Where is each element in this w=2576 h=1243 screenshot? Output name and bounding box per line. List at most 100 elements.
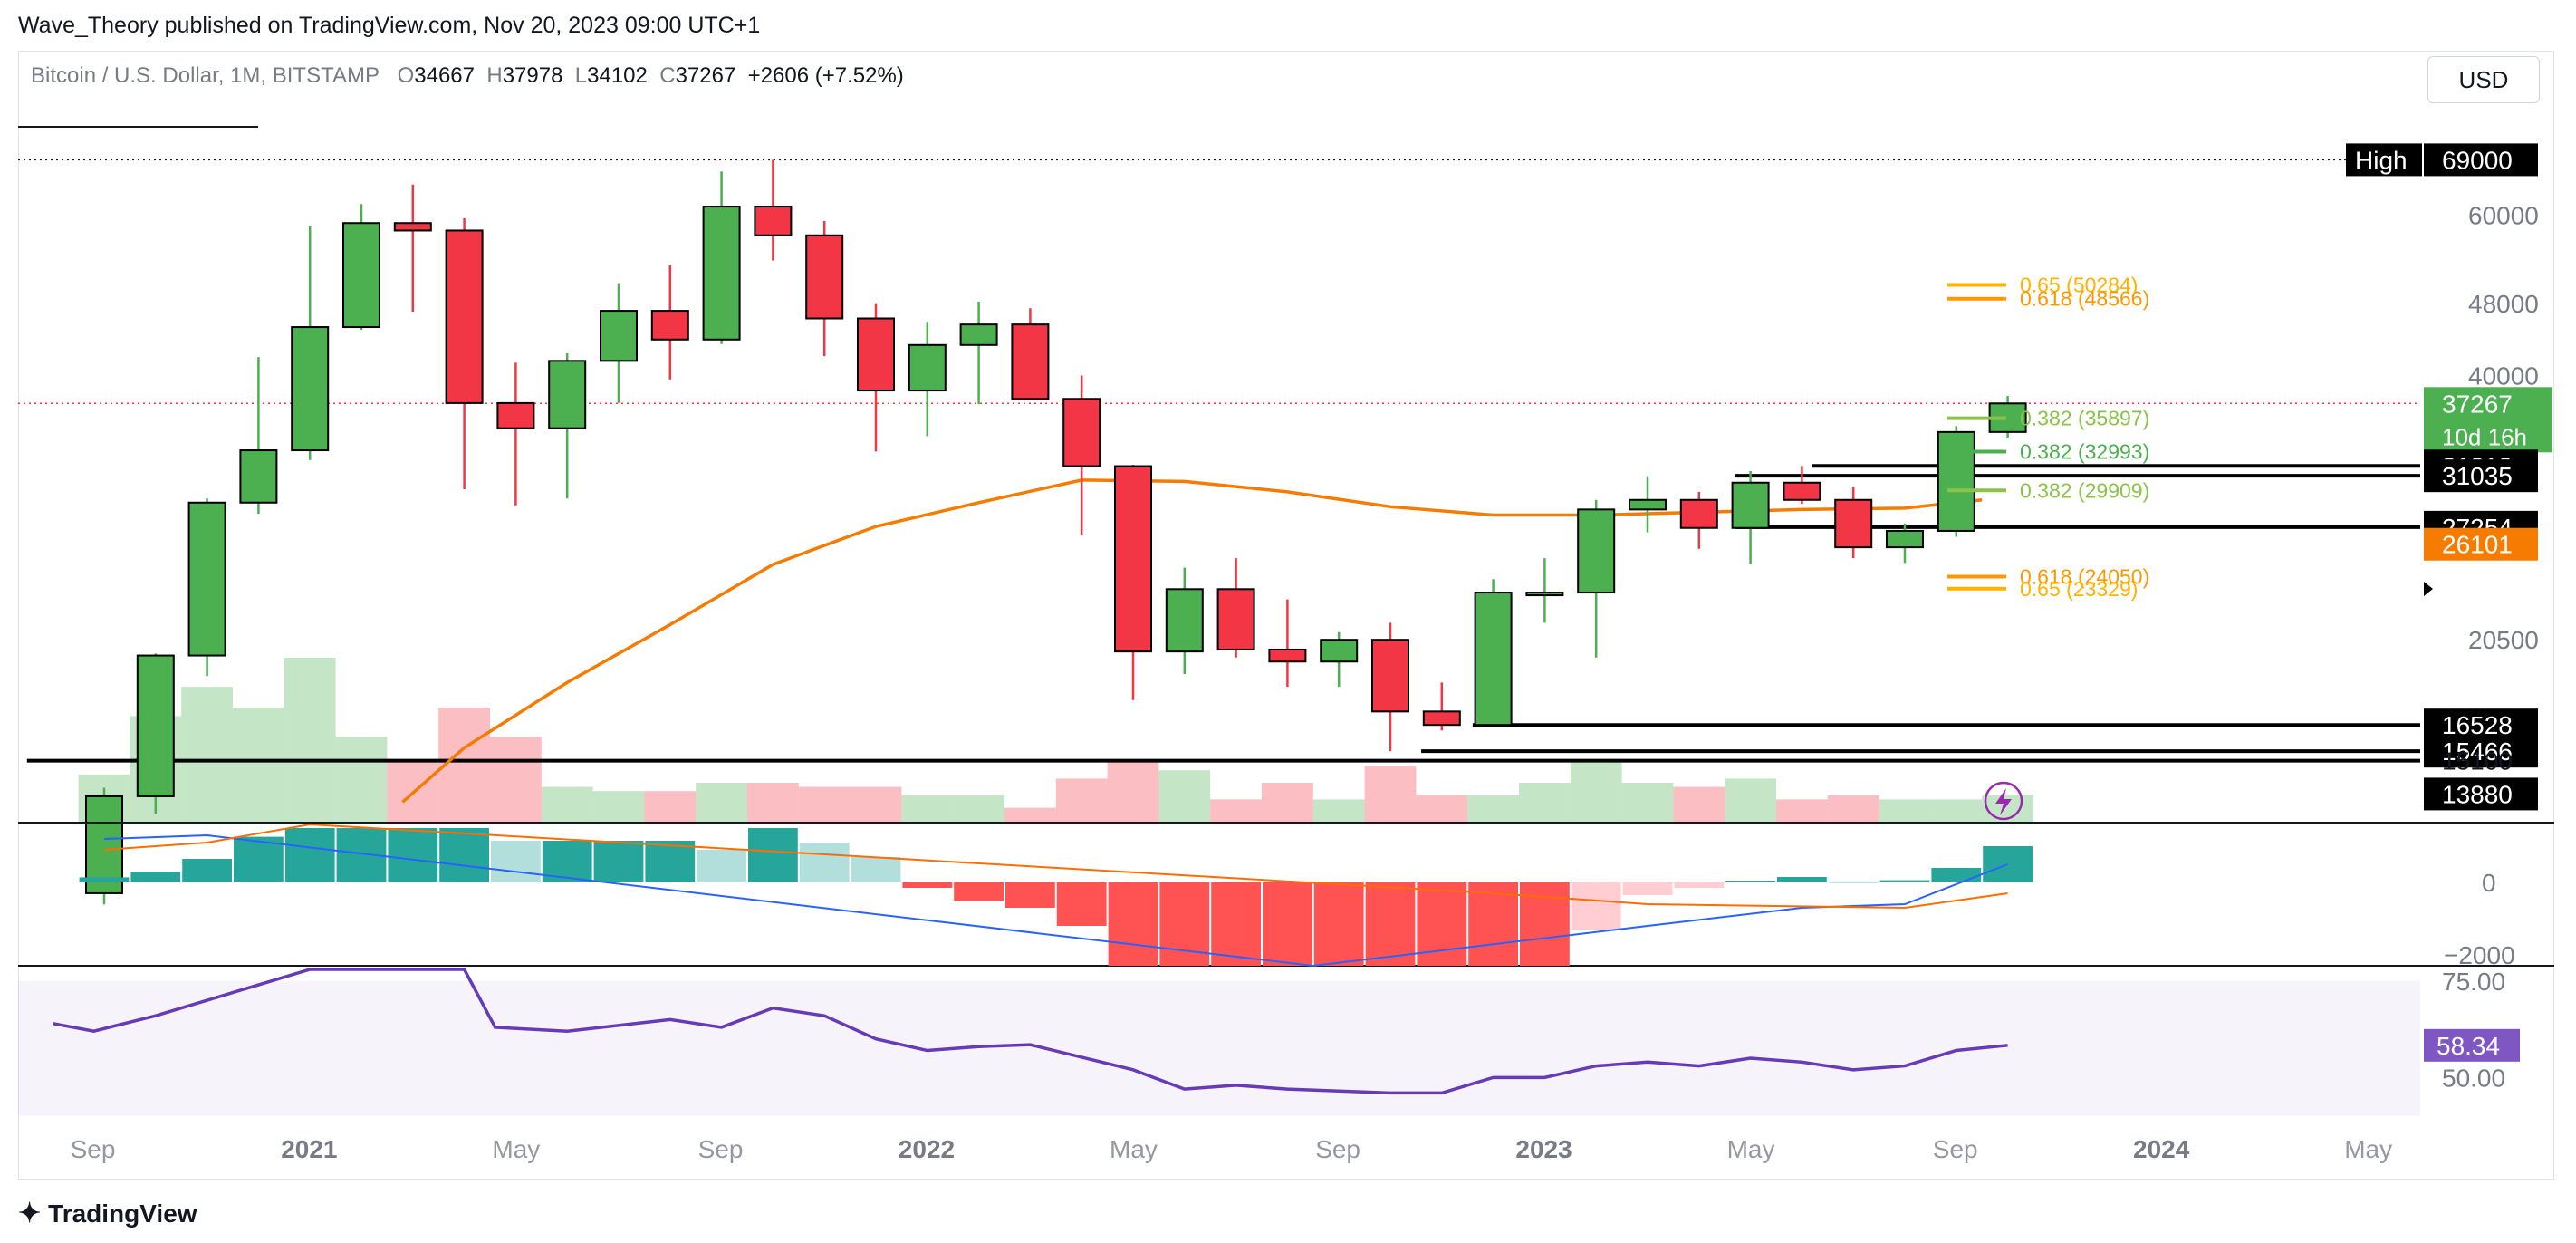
volume-bar [901, 795, 954, 824]
price-label-box [2424, 459, 2538, 493]
candle-body [1114, 465, 1152, 653]
rsi-tick-label: 50.00 [2442, 1064, 2505, 1092]
candle-body [600, 310, 638, 362]
macd-histogram-bar [1056, 882, 1107, 926]
candle-body [1474, 592, 1513, 727]
change-value: +2606 (+7.52%) [747, 63, 904, 88]
volume-bar [233, 708, 284, 824]
brand[interactable]: ✦ TradingView [18, 1198, 197, 1229]
candle-body [1165, 588, 1204, 653]
macd-histogram-bar [1108, 882, 1158, 966]
x-tick-year: 2022 [899, 1135, 955, 1163]
open-value: 34667 [414, 63, 475, 88]
candle-body [85, 795, 123, 894]
fib-label: 0.382 (32993) [2020, 439, 2149, 463]
rsi-value-box [2424, 1028, 2520, 1062]
candle-body [393, 222, 432, 232]
volume-bar [1158, 770, 1211, 824]
macd-histogram-bar [1828, 881, 1879, 883]
candle-body [136, 654, 175, 797]
macd-histogram-bar [388, 828, 438, 882]
macd-histogram-bar [1365, 882, 1416, 966]
volume-bar [541, 786, 593, 824]
volume-bar [1262, 783, 1313, 824]
high-value-box [2424, 143, 2538, 177]
signal-line [103, 823, 2008, 910]
high-value-text: 69000 [2442, 146, 2513, 174]
candle-body [857, 317, 895, 392]
candle-body [445, 229, 484, 404]
candle-body [1731, 481, 1770, 529]
macd-histogram-bar [491, 841, 541, 882]
volume-bar [1364, 766, 1417, 824]
lightning-icon [1984, 781, 2023, 821]
volume-bar [335, 737, 388, 824]
macd-histogram-bar [645, 841, 696, 882]
volume-bar [1827, 795, 1879, 824]
y-tick-label: 60000 [2468, 201, 2539, 229]
macd-histogram-bar [1674, 882, 1725, 888]
volume-bar [1519, 783, 1571, 824]
volume-bar [798, 786, 851, 824]
volume-bar [696, 783, 747, 824]
lightning-glyph [1995, 788, 2012, 815]
volume-bar [1570, 762, 1622, 824]
macd-histogram-bar [1622, 882, 1673, 895]
price-label: 15466 [2442, 737, 2513, 766]
macd-histogram-bar [234, 836, 284, 882]
arrow-marker-icon [2424, 582, 2433, 596]
candle-body [1062, 398, 1101, 467]
macd-histogram-bar [799, 843, 850, 882]
candle-body [1525, 592, 1564, 597]
candle-body [1422, 710, 1461, 727]
macd-tick-label: −2000 [2444, 941, 2515, 969]
tradingview-logo-icon: ✦ [18, 1199, 42, 1229]
candle-body [1937, 430, 1975, 532]
volume-bar [1312, 799, 1365, 824]
volume-bar [953, 795, 1004, 824]
chart-frame [18, 51, 2554, 1180]
macd-histogram-bar [748, 828, 798, 882]
macd-histogram-bar [593, 841, 644, 882]
volume-bar [644, 791, 697, 824]
macd-histogram-bar [284, 828, 335, 882]
open-label: O [397, 63, 415, 88]
macd-tick-label: 0 [2482, 869, 2496, 897]
rsi-tick-label: 75.00 [2442, 968, 2505, 996]
price-label: 16528 [2442, 711, 2513, 739]
brand-name: TradingView [48, 1199, 197, 1228]
x-tick-month: May [2344, 1135, 2392, 1163]
candle-body [239, 449, 278, 504]
volume-bar [1776, 799, 1828, 824]
candle-body [1679, 498, 1718, 529]
candle-body [1783, 481, 1821, 501]
candle-body [908, 343, 947, 392]
candle-body [650, 310, 689, 341]
price-label: 31035 [2442, 462, 2513, 490]
fib-label: 0.65 (50284) [2020, 274, 2138, 297]
macd-histogram-bar [130, 872, 181, 882]
price-label: 13880 [2442, 780, 2513, 808]
price-label-box [2424, 777, 2538, 811]
x-tick-year: 2024 [2133, 1135, 2190, 1163]
candle-body [1216, 588, 1255, 650]
macd-line [103, 833, 2008, 968]
candle-body [1629, 498, 1667, 511]
macd-histogram-bar [1468, 882, 1518, 966]
x-tick-year: 2023 [1515, 1135, 1572, 1163]
price-label-box [2424, 735, 2538, 768]
macd-histogram-bar [902, 882, 953, 888]
symbol-name[interactable]: Bitcoin / U.S. Dollar, 1M, BITSTAMP [31, 63, 380, 88]
x-tick-month: May [1110, 1135, 1158, 1163]
currency-button[interactable]: USD [2427, 56, 2540, 103]
fib-label: 0.618 (48566) [2020, 287, 2149, 311]
rsi-band [18, 980, 2420, 1116]
x-tick-month: Sep [1315, 1135, 1360, 1163]
candle-body [342, 222, 380, 329]
symbol-legend: Bitcoin / U.S. Dollar, 1M, BITSTAMP O346… [31, 63, 904, 89]
y-tick-label: 48000 [2468, 290, 2539, 318]
y-tick-label: 20500 [2468, 626, 2539, 654]
candle-body [187, 501, 226, 657]
volume-bar [850, 786, 902, 824]
